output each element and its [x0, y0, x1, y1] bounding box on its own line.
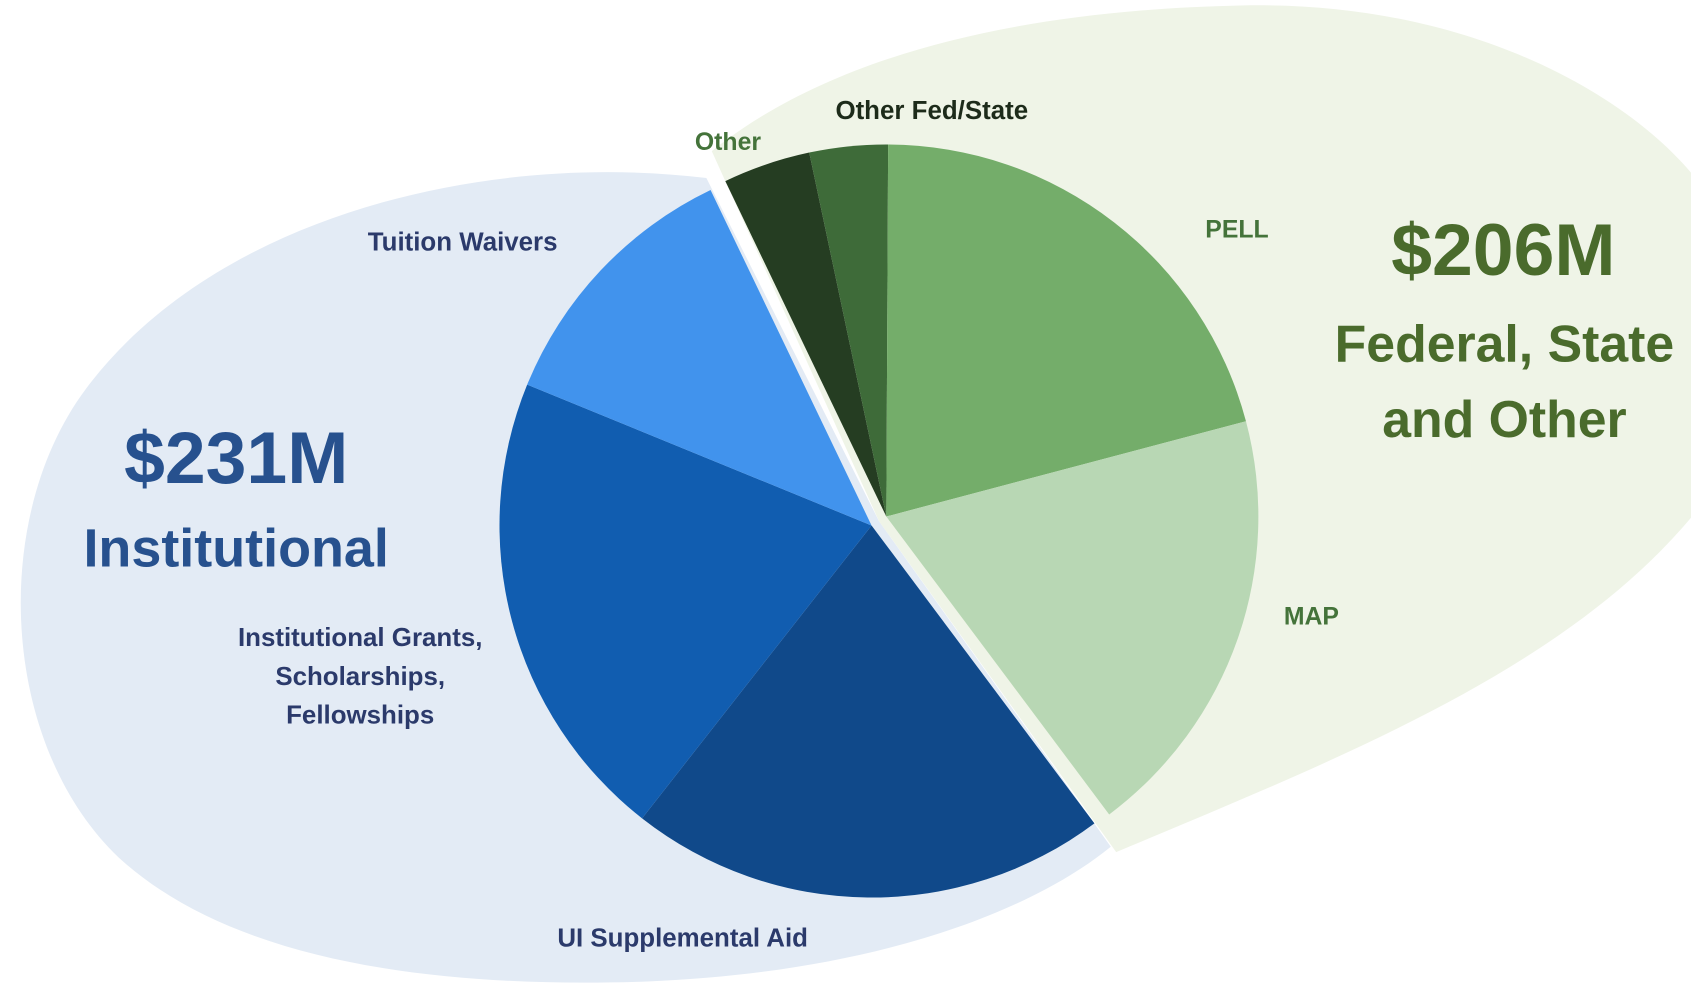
pie-slice — [527, 190, 872, 526]
pie-slice — [725, 152, 887, 517]
slice-label-box: Institutional Grants, Scholarships, Fell… — [237, 623, 483, 731]
pie-slice — [499, 384, 872, 819]
group-name: Federal, State and Other — [1334, 316, 1675, 449]
slice-label: PELL — [1205, 216, 1268, 243]
slice-label: Other — [695, 129, 761, 156]
group-name: Institutional — [83, 519, 388, 579]
slice-label: UI Supplemental Aid — [557, 924, 808, 952]
group-name-box: Federal, State and Other — [1334, 316, 1675, 449]
pie-slice — [642, 525, 1095, 898]
pie-slice — [809, 144, 889, 517]
slice-label: Tuition Waivers — [368, 229, 558, 257]
pie-slice — [886, 421, 1259, 815]
slice-label: MAP — [1284, 604, 1339, 631]
group-total: $206M — [1391, 209, 1615, 291]
slice-label: Institutional Grants, Scholarships, Fell… — [237, 623, 483, 731]
pie — [499, 144, 1259, 898]
pie-slice — [886, 144, 1246, 517]
group-total: $231M — [124, 417, 348, 499]
slice-label: Other Fed/State — [835, 97, 1028, 125]
